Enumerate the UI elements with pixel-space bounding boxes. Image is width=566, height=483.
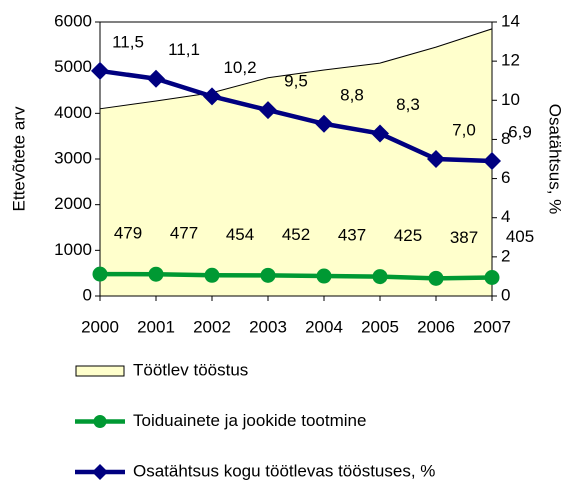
y2-tick-label: 4 bbox=[501, 207, 510, 226]
data-label: 8,3 bbox=[396, 95, 420, 114]
point bbox=[371, 124, 389, 143]
legend-label: Osatähtsus kogu töötlevas tööstuses, % bbox=[133, 461, 435, 480]
data-label: 8,8 bbox=[340, 85, 364, 104]
y2-axis-title: Osatähtsus, % bbox=[546, 104, 565, 215]
y2-tick-label: 6 bbox=[501, 168, 510, 187]
legend-label: Toiduainete ja jookide tootmine bbox=[133, 411, 366, 430]
point bbox=[259, 101, 277, 120]
point bbox=[204, 267, 220, 283]
y2-tick-label: 8 bbox=[501, 129, 510, 148]
point bbox=[92, 266, 108, 282]
point bbox=[483, 151, 501, 170]
y-tick-label: 4000 bbox=[54, 103, 92, 122]
point bbox=[484, 270, 500, 286]
y-tick-label: 3000 bbox=[54, 148, 92, 167]
y-axis-title: Ettevõtete arv bbox=[9, 106, 28, 211]
y2-tick-label: 14 bbox=[501, 11, 520, 30]
y-tick-label: 2000 bbox=[54, 194, 92, 213]
x-tick-label: 2007 bbox=[473, 317, 511, 336]
y2-tick-label: 10 bbox=[501, 90, 520, 109]
point bbox=[372, 269, 388, 285]
line bbox=[99, 271, 493, 281]
data-label: 454 bbox=[226, 225, 254, 244]
x-tick-label: 2002 bbox=[193, 317, 231, 336]
data-label: 452 bbox=[282, 225, 310, 244]
x-tick-label: 2006 bbox=[417, 317, 455, 336]
data-label: 11,1 bbox=[168, 40, 200, 59]
legend-swatch bbox=[75, 365, 125, 377]
x-tick-label: 2004 bbox=[305, 317, 343, 336]
point bbox=[428, 270, 444, 286]
x-tick-label: 2000 bbox=[81, 317, 119, 336]
point bbox=[315, 114, 333, 133]
point bbox=[148, 266, 164, 282]
y-tick-label: 0 bbox=[83, 285, 92, 304]
x-tick-label: 2001 bbox=[137, 317, 175, 336]
point bbox=[147, 69, 165, 88]
data-label: 437 bbox=[338, 226, 366, 245]
point bbox=[91, 61, 109, 80]
legend-label: Töötlev tööstus bbox=[133, 360, 248, 379]
y2-tick-label: 12 bbox=[501, 51, 520, 70]
y2-tick-label: 2 bbox=[501, 246, 510, 265]
data-label: 405 bbox=[506, 227, 534, 246]
data-label: 6,9 bbox=[508, 122, 532, 141]
line bbox=[99, 68, 493, 164]
legend-marker bbox=[93, 415, 107, 428]
data-label: 9,5 bbox=[284, 72, 308, 91]
y-tick-label: 6000 bbox=[54, 11, 92, 30]
data-label: 10,2 bbox=[223, 58, 256, 77]
legend-marker bbox=[92, 464, 108, 480]
data-label: 11,5 bbox=[112, 32, 144, 51]
point bbox=[203, 87, 221, 106]
data-label: 425 bbox=[394, 226, 422, 245]
x-tick-label: 2003 bbox=[249, 317, 287, 336]
data-label: 7,0 bbox=[452, 120, 476, 139]
point bbox=[260, 267, 276, 283]
y-tick-label: 1000 bbox=[54, 240, 92, 259]
x-tick-label: 2005 bbox=[361, 317, 399, 336]
point bbox=[316, 268, 332, 284]
data-label: 479 bbox=[114, 224, 142, 243]
data-label: 477 bbox=[170, 224, 198, 243]
data-label: 387 bbox=[450, 228, 478, 247]
y2-tick-label: 0 bbox=[501, 285, 510, 304]
y-tick-label: 5000 bbox=[54, 57, 92, 76]
point bbox=[427, 150, 445, 168]
